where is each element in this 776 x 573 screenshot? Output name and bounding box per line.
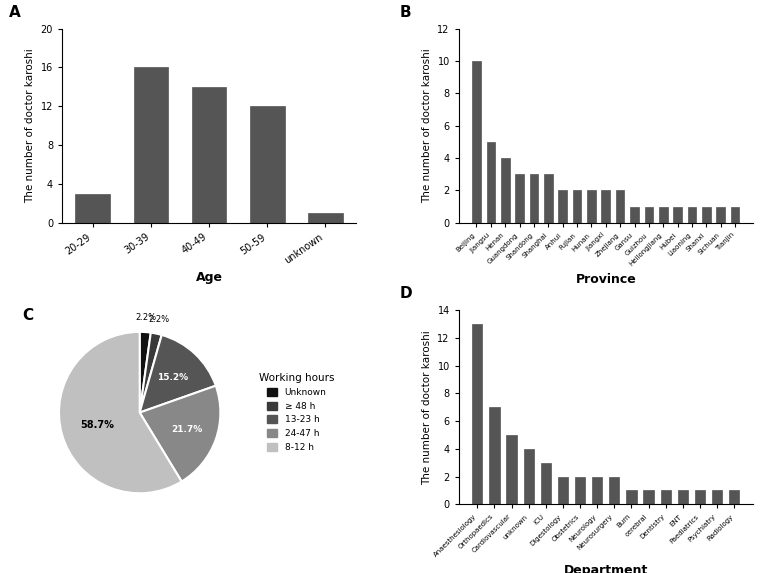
- Bar: [472, 324, 483, 504]
- X-axis label: Department: Department: [563, 564, 648, 573]
- Bar: [659, 207, 667, 223]
- Bar: [626, 490, 636, 504]
- Bar: [702, 207, 711, 223]
- Text: C: C: [23, 308, 34, 323]
- Bar: [630, 207, 639, 223]
- Bar: [530, 174, 539, 223]
- Bar: [75, 194, 110, 223]
- Wedge shape: [59, 332, 182, 493]
- Bar: [501, 158, 510, 223]
- Bar: [573, 190, 581, 223]
- Bar: [490, 407, 500, 504]
- Text: 58.7%: 58.7%: [80, 419, 114, 430]
- Wedge shape: [140, 335, 216, 413]
- Bar: [487, 142, 495, 223]
- Bar: [515, 174, 524, 223]
- Bar: [688, 207, 696, 223]
- Text: 15.2%: 15.2%: [158, 373, 189, 382]
- Text: A: A: [9, 5, 21, 20]
- Bar: [544, 174, 553, 223]
- Text: 21.7%: 21.7%: [171, 425, 203, 434]
- Bar: [674, 207, 682, 223]
- Bar: [592, 477, 602, 504]
- X-axis label: Province: Province: [575, 273, 636, 285]
- Bar: [695, 490, 705, 504]
- Bar: [731, 207, 740, 223]
- Text: D: D: [400, 286, 413, 301]
- Bar: [507, 435, 517, 504]
- Bar: [677, 490, 688, 504]
- Bar: [192, 87, 227, 223]
- Y-axis label: The number of doctor karoshi: The number of doctor karoshi: [25, 48, 35, 203]
- X-axis label: Age: Age: [196, 271, 223, 284]
- Bar: [472, 61, 481, 223]
- Bar: [729, 490, 740, 504]
- Wedge shape: [140, 332, 151, 413]
- Bar: [712, 490, 722, 504]
- Bar: [587, 190, 596, 223]
- Bar: [133, 68, 168, 223]
- Bar: [559, 190, 567, 223]
- Bar: [541, 462, 551, 504]
- Bar: [601, 190, 610, 223]
- Text: 2.2%: 2.2%: [149, 315, 170, 324]
- Y-axis label: The number of doctor karoshi: The number of doctor karoshi: [422, 48, 432, 203]
- Wedge shape: [140, 332, 161, 413]
- Bar: [308, 213, 343, 223]
- Bar: [609, 477, 619, 504]
- Bar: [645, 207, 653, 223]
- Bar: [643, 490, 653, 504]
- Bar: [716, 207, 725, 223]
- Bar: [250, 107, 285, 223]
- Bar: [558, 477, 568, 504]
- Y-axis label: The number of doctor karoshi: The number of doctor karoshi: [422, 330, 432, 485]
- Legend: Unknown, ≥ 48 h, 13-23 h, 24-47 h, 8-12 h: Unknown, ≥ 48 h, 13-23 h, 24-47 h, 8-12 …: [255, 370, 338, 456]
- Bar: [524, 449, 534, 504]
- Bar: [616, 190, 625, 223]
- Bar: [660, 490, 671, 504]
- Wedge shape: [140, 386, 220, 481]
- Bar: [575, 477, 585, 504]
- Text: B: B: [400, 5, 412, 20]
- Text: 2.2%: 2.2%: [136, 313, 157, 322]
